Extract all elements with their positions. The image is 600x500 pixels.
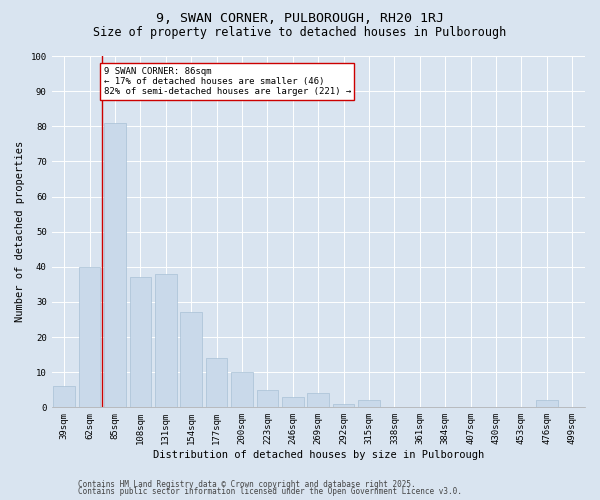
Bar	[333, 404, 355, 407]
Bar	[104, 123, 126, 408]
Bar	[53, 386, 75, 407]
Bar	[282, 397, 304, 407]
Text: 9 SWAN CORNER: 86sqm
← 17% of detached houses are smaller (46)
82% of semi-detac: 9 SWAN CORNER: 86sqm ← 17% of detached h…	[104, 66, 351, 96]
Bar	[231, 372, 253, 408]
Bar	[155, 274, 176, 407]
Bar	[257, 390, 278, 407]
X-axis label: Distribution of detached houses by size in Pulborough: Distribution of detached houses by size …	[152, 450, 484, 460]
Bar	[206, 358, 227, 408]
Y-axis label: Number of detached properties: Number of detached properties	[15, 141, 25, 322]
Text: Contains HM Land Registry data © Crown copyright and database right 2025.: Contains HM Land Registry data © Crown c…	[78, 480, 416, 489]
Text: Contains public sector information licensed under the Open Government Licence v3: Contains public sector information licen…	[78, 488, 462, 496]
Text: Size of property relative to detached houses in Pulborough: Size of property relative to detached ho…	[94, 26, 506, 39]
Bar	[358, 400, 380, 407]
Bar	[307, 394, 329, 407]
Bar	[536, 400, 557, 407]
Bar	[79, 267, 100, 408]
Bar	[181, 312, 202, 408]
Bar	[130, 278, 151, 407]
Text: 9, SWAN CORNER, PULBOROUGH, RH20 1RJ: 9, SWAN CORNER, PULBOROUGH, RH20 1RJ	[156, 12, 444, 26]
